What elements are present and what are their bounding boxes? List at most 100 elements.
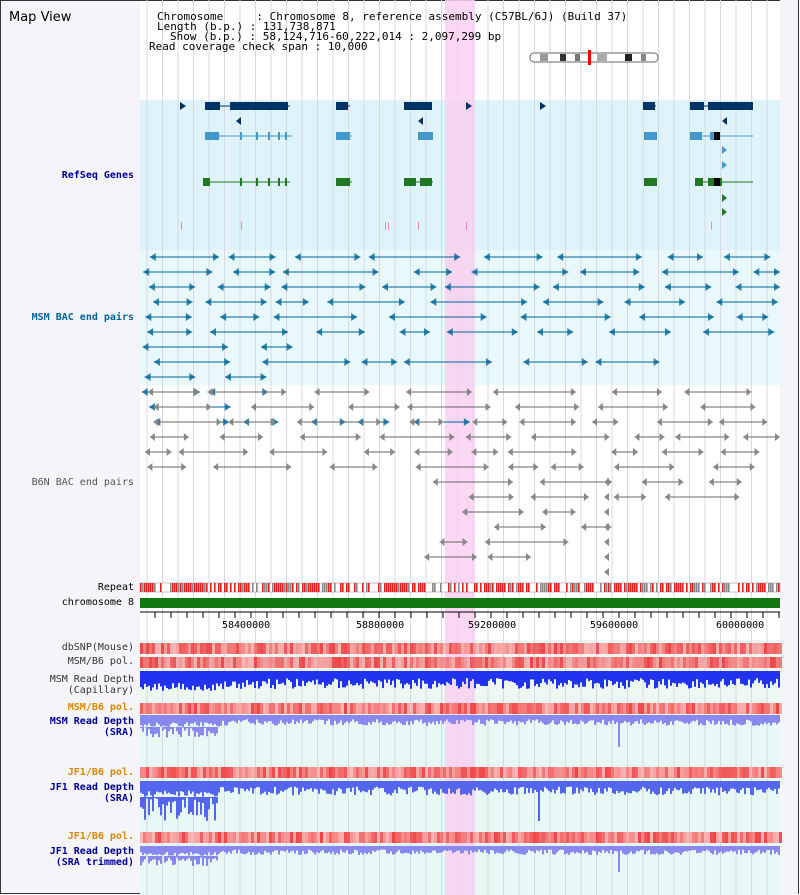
depth-bar xyxy=(668,715,670,725)
depth-bar xyxy=(166,846,168,853)
pol-cell xyxy=(536,832,539,843)
pol-cell xyxy=(299,643,302,654)
track-label-msm-read-sra[interactable]: MSM Read Depth (SRA) xyxy=(49,716,134,738)
bac-end-marker xyxy=(272,418,279,426)
repeat-segment xyxy=(404,583,406,592)
pol-cell xyxy=(644,657,647,668)
pol-cell xyxy=(716,643,719,654)
track-label-repeat[interactable]: Repeat xyxy=(97,582,134,593)
pol-cell xyxy=(767,657,770,668)
track-label-jf1-b6-pol[interactable]: JF1/B6 pol. xyxy=(67,767,134,778)
bac-end-marker xyxy=(262,358,269,366)
pol-cell xyxy=(773,657,776,668)
depth-bar xyxy=(286,846,288,850)
pol-cell xyxy=(443,657,446,668)
depth-bar xyxy=(250,671,252,685)
track-label-refseq[interactable]: RefSeq Genes xyxy=(61,170,134,181)
depth-bar xyxy=(402,781,404,790)
depth-bar xyxy=(484,846,486,850)
track-label-b6n-bac[interactable]: B6N BAC end pairs xyxy=(31,477,134,488)
depth-bar xyxy=(466,781,468,796)
repeat-segment xyxy=(490,583,492,592)
track-label-msm-read-capillary[interactable]: MSM Read Depth (Capillary) xyxy=(49,674,134,696)
pol-cell xyxy=(719,703,722,714)
repeat-segment xyxy=(392,583,394,592)
depth-bar xyxy=(168,846,170,856)
bac-end-marker xyxy=(700,403,706,411)
depth-bar xyxy=(152,846,154,855)
repeat-segment xyxy=(536,583,538,592)
depth-bar xyxy=(278,715,280,724)
repeat-segment xyxy=(682,583,684,592)
depth-bar xyxy=(292,715,294,720)
track-label-jf1-read-sra[interactable]: JF1 Read Depth (SRA) xyxy=(49,782,134,804)
pol-cell xyxy=(272,767,275,778)
depth-bar xyxy=(180,856,182,861)
track-label-jf1-read-trimmed[interactable]: JF1 Read Depth (SRA trimmed) xyxy=(49,846,134,868)
depth-bar xyxy=(744,846,746,854)
pol-cell xyxy=(197,767,200,778)
depth-bar xyxy=(602,715,604,720)
depth-bar xyxy=(618,781,620,793)
track-label-chromosome[interactable]: chromosome 8 xyxy=(61,597,134,608)
pol-cell xyxy=(149,832,152,843)
pol-cell xyxy=(530,643,533,654)
repeat-segment xyxy=(334,583,336,592)
depth-bar xyxy=(540,781,542,791)
bac-end-marker xyxy=(210,328,217,336)
pol-cell xyxy=(662,767,665,778)
depth-bar xyxy=(610,781,612,789)
pol-cell xyxy=(521,832,524,843)
track-label-jf1-b6-pol-2[interactable]: JF1/B6 pol. xyxy=(67,831,134,842)
depth-bar xyxy=(216,856,218,861)
depth-bar xyxy=(660,781,662,788)
depth-bar xyxy=(446,671,448,683)
depth-bar xyxy=(230,846,232,854)
pol-cell xyxy=(272,703,275,714)
depth-bar xyxy=(224,781,226,792)
depth-bar xyxy=(476,671,478,684)
depth-bar xyxy=(148,727,150,730)
depth-bar xyxy=(408,781,410,788)
track-label-msm-bac[interactable]: MSM BAC end pairs xyxy=(31,312,134,323)
repeat-segment xyxy=(378,583,380,592)
pol-cell xyxy=(728,767,731,778)
depth-bar xyxy=(218,781,220,793)
depth-bar xyxy=(152,671,154,688)
track-label-msm-b6-pol-2[interactable]: MSM/B6 pol. xyxy=(67,702,134,713)
pol-cell xyxy=(563,832,566,843)
pol-cell xyxy=(755,703,758,714)
pol-cell xyxy=(596,657,599,668)
pol-cell xyxy=(479,832,482,843)
bac-end-marker xyxy=(678,478,684,486)
pol-cell xyxy=(743,767,746,778)
repeat-segment xyxy=(368,583,370,592)
pol-cell xyxy=(167,643,170,654)
repeat-segment xyxy=(676,583,678,592)
depth-bar xyxy=(144,781,146,797)
depth-bar xyxy=(688,671,690,689)
depth-bar xyxy=(732,671,734,685)
depth-bar xyxy=(556,671,558,689)
depth-bar xyxy=(676,781,678,790)
depth-bar xyxy=(472,781,474,790)
repeat-segment xyxy=(276,583,278,592)
depth-bar xyxy=(630,671,632,681)
pol-cell xyxy=(677,643,680,654)
pol-cell xyxy=(614,643,617,654)
depth-bar xyxy=(246,715,248,720)
pol-cell xyxy=(299,703,302,714)
track-label-dbsnp[interactable]: dbSNP(Mouse) xyxy=(61,642,134,653)
bac-end-marker xyxy=(224,358,231,366)
pol-cell xyxy=(665,832,668,843)
pol-cell xyxy=(659,832,662,843)
repeat-segment xyxy=(194,583,196,592)
bac-end-marker xyxy=(774,283,780,291)
repeat-segment xyxy=(778,583,780,592)
pol-cell xyxy=(740,657,743,668)
depth-bar xyxy=(356,846,358,851)
track-label-msm-b6-pol[interactable]: MSM/B6 pol. xyxy=(67,656,134,667)
pol-cell xyxy=(200,643,203,654)
pol-cell xyxy=(380,767,383,778)
